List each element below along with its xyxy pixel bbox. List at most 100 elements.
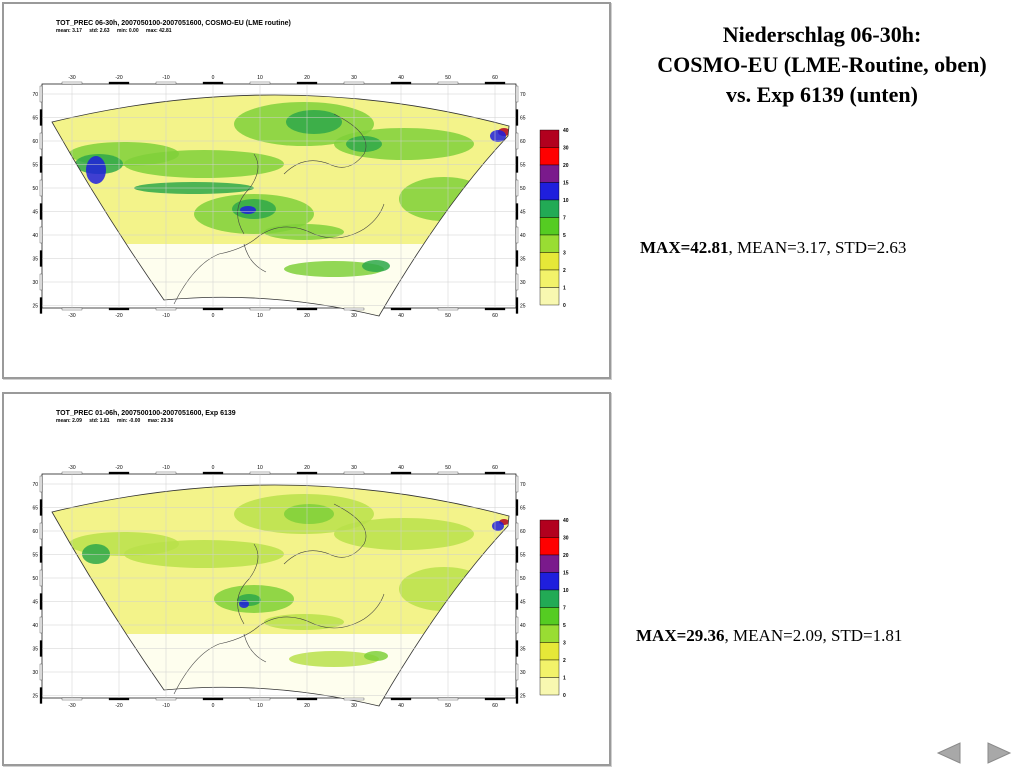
bottom-legend-label: 20: [563, 553, 569, 559]
bottom-lon-label-top: 0: [212, 465, 215, 471]
bottom-lon-label-top: 30: [351, 465, 357, 471]
top-lat-label-right: 65: [520, 116, 526, 122]
top-lat-label-left: 55: [32, 163, 38, 169]
bottom-lat-label-right: 70: [520, 482, 526, 488]
bottom-lat-label-left: 60: [32, 529, 38, 535]
next-arrow-icon[interactable]: [986, 742, 1012, 764]
top-coastlines: [173, 113, 385, 305]
top-lat-label-right: 35: [520, 257, 526, 263]
bottom-lon-label-top: 50: [445, 465, 451, 471]
top-legend-swatch: [539, 217, 560, 236]
top-lon-label-top: 40: [398, 75, 404, 81]
bottom-lat-label-right: 65: [520, 506, 526, 512]
top-lon-label-bottom: -30: [68, 313, 75, 319]
top-domain-outline: [51, 94, 510, 317]
top-legend-label: 40: [563, 128, 569, 134]
top-legend-label: 1: [563, 286, 566, 292]
top-legend-swatch: [539, 234, 560, 253]
top-lon-label-top: -30: [68, 75, 75, 81]
top-legend-swatch: [539, 287, 560, 306]
top-legend-label: 15: [563, 181, 569, 187]
bottom-lon-label-top: -20: [115, 465, 122, 471]
top-summary-rest: , MEAN=3.17, STD=2.63: [728, 238, 907, 257]
bottom-stat-min: min: -0.00: [116, 418, 141, 424]
top-lon-label-top: -20: [115, 75, 122, 81]
bottom-legend-swatch: [539, 607, 560, 626]
top-legend-label: 0: [563, 303, 566, 309]
bottom-legend-label: 40: [563, 518, 569, 524]
bottom-precip-map: -30-30-20-20-10-100010102020303040405050…: [32, 465, 569, 709]
top-lat-label-left: 35: [32, 257, 38, 263]
bottom-coastlines: [173, 503, 385, 695]
bottom-lat-label-left: 25: [32, 694, 38, 700]
bottom-plot-frame: TOT_PREC 01-06h, 2007500100-2007051600, …: [2, 392, 611, 766]
top-legend-swatch: [539, 164, 560, 183]
top-lat-label-right: 50: [520, 186, 526, 192]
top-lon-label-bottom: 40: [398, 313, 404, 319]
bottom-lat-label-left: 55: [32, 553, 38, 559]
top-lat-label-right: 55: [520, 163, 526, 169]
top-lat-label-right: 45: [520, 210, 526, 216]
bottom-lat-label-left: 70: [32, 482, 38, 488]
bottom-lon-label-bottom: 30: [351, 703, 357, 709]
top-legend-swatch: [539, 129, 560, 148]
bottom-legend-swatch: [539, 659, 560, 678]
top-lon-label-bottom: 60: [492, 313, 498, 319]
bottom-summary-rest: , MEAN=2.09, STD=1.81: [724, 626, 903, 645]
top-lat-label-left: 50: [32, 186, 38, 192]
bottom-lon-label-bottom: 0: [212, 703, 215, 709]
bottom-lon-label-top: 10: [257, 465, 263, 471]
bottom-lat-label-left: 35: [32, 647, 38, 653]
top-stat-min: min: 0.00: [116, 28, 139, 34]
top-lon-label-top: 20: [304, 75, 310, 81]
bottom-legend-label: 1: [563, 676, 566, 682]
bottom-legend-swatch: [539, 642, 560, 661]
top-lat-label-right: 30: [520, 280, 526, 286]
top-lon-label-bottom: 10: [257, 313, 263, 319]
top-lon-label-bottom: 30: [351, 313, 357, 319]
top-lat-label-left: 65: [32, 116, 38, 122]
bottom-plot-title: TOT_PREC 01-06h, 2007500100-2007051600, …: [56, 410, 236, 417]
bottom-lon-label-bottom: 10: [257, 703, 263, 709]
bottom-legend-swatch: [539, 572, 560, 591]
bottom-summary-stats: MAX=29.36, MEAN=2.09, STD=1.81: [636, 626, 902, 646]
bottom-plot-stats: mean: 2.09 std: 1.81 min: -0.00 max: 29.…: [56, 418, 179, 424]
bottom-stat-std: std: 1.81: [89, 418, 110, 424]
bottom-lon-label-bottom: -20: [115, 703, 122, 709]
bottom-lat-label-right: 55: [520, 553, 526, 559]
bottom-legend-swatch: [539, 537, 560, 556]
top-legend-label: 7: [563, 216, 566, 222]
top-plot-stats: mean: 3.17 std: 2.63 min: 0.00 max: 42.8…: [56, 28, 178, 34]
top-legend-swatch: [539, 182, 560, 201]
bottom-lon-label-bottom: -10: [162, 703, 169, 709]
top-summary-stats: MAX=42.81, MEAN=3.17, STD=2.63: [640, 238, 906, 258]
top-lat-label-left: 45: [32, 210, 38, 216]
top-legend-label: 20: [563, 163, 569, 169]
bottom-lon-label-top: 20: [304, 465, 310, 471]
top-legend-label: 2: [563, 268, 566, 274]
bottom-lon-label-bottom: 20: [304, 703, 310, 709]
top-stat-max: max: 42.81: [146, 28, 172, 34]
top-lon-label-bottom: 20: [304, 313, 310, 319]
bottom-lat-label-left: 45: [32, 600, 38, 606]
bottom-lat-label-left: 65: [32, 506, 38, 512]
top-lon-label-top: 0: [212, 75, 215, 81]
slide-title-line1: Niederschlag 06-30h:: [722, 22, 922, 47]
top-lon-label-top: 50: [445, 75, 451, 81]
top-lat-label-right: 25: [520, 304, 526, 310]
previous-arrow-icon[interactable]: [936, 742, 962, 764]
top-lon-label-top: 10: [257, 75, 263, 81]
bottom-lat-label-right: 25: [520, 694, 526, 700]
top-lon-label-bottom: -10: [162, 313, 169, 319]
bottom-lat-label-left: 30: [32, 670, 38, 676]
bottom-lat-label-right: 50: [520, 576, 526, 582]
bottom-legend-swatch: [539, 624, 560, 643]
bottom-legend-swatch: [539, 554, 560, 573]
top-lat-label-left: 70: [32, 92, 38, 98]
top-lat-label-left: 60: [32, 139, 38, 145]
bottom-legend-swatch: [539, 519, 560, 538]
bottom-lat-label-right: 60: [520, 529, 526, 535]
bottom-lat-label-right: 45: [520, 600, 526, 606]
